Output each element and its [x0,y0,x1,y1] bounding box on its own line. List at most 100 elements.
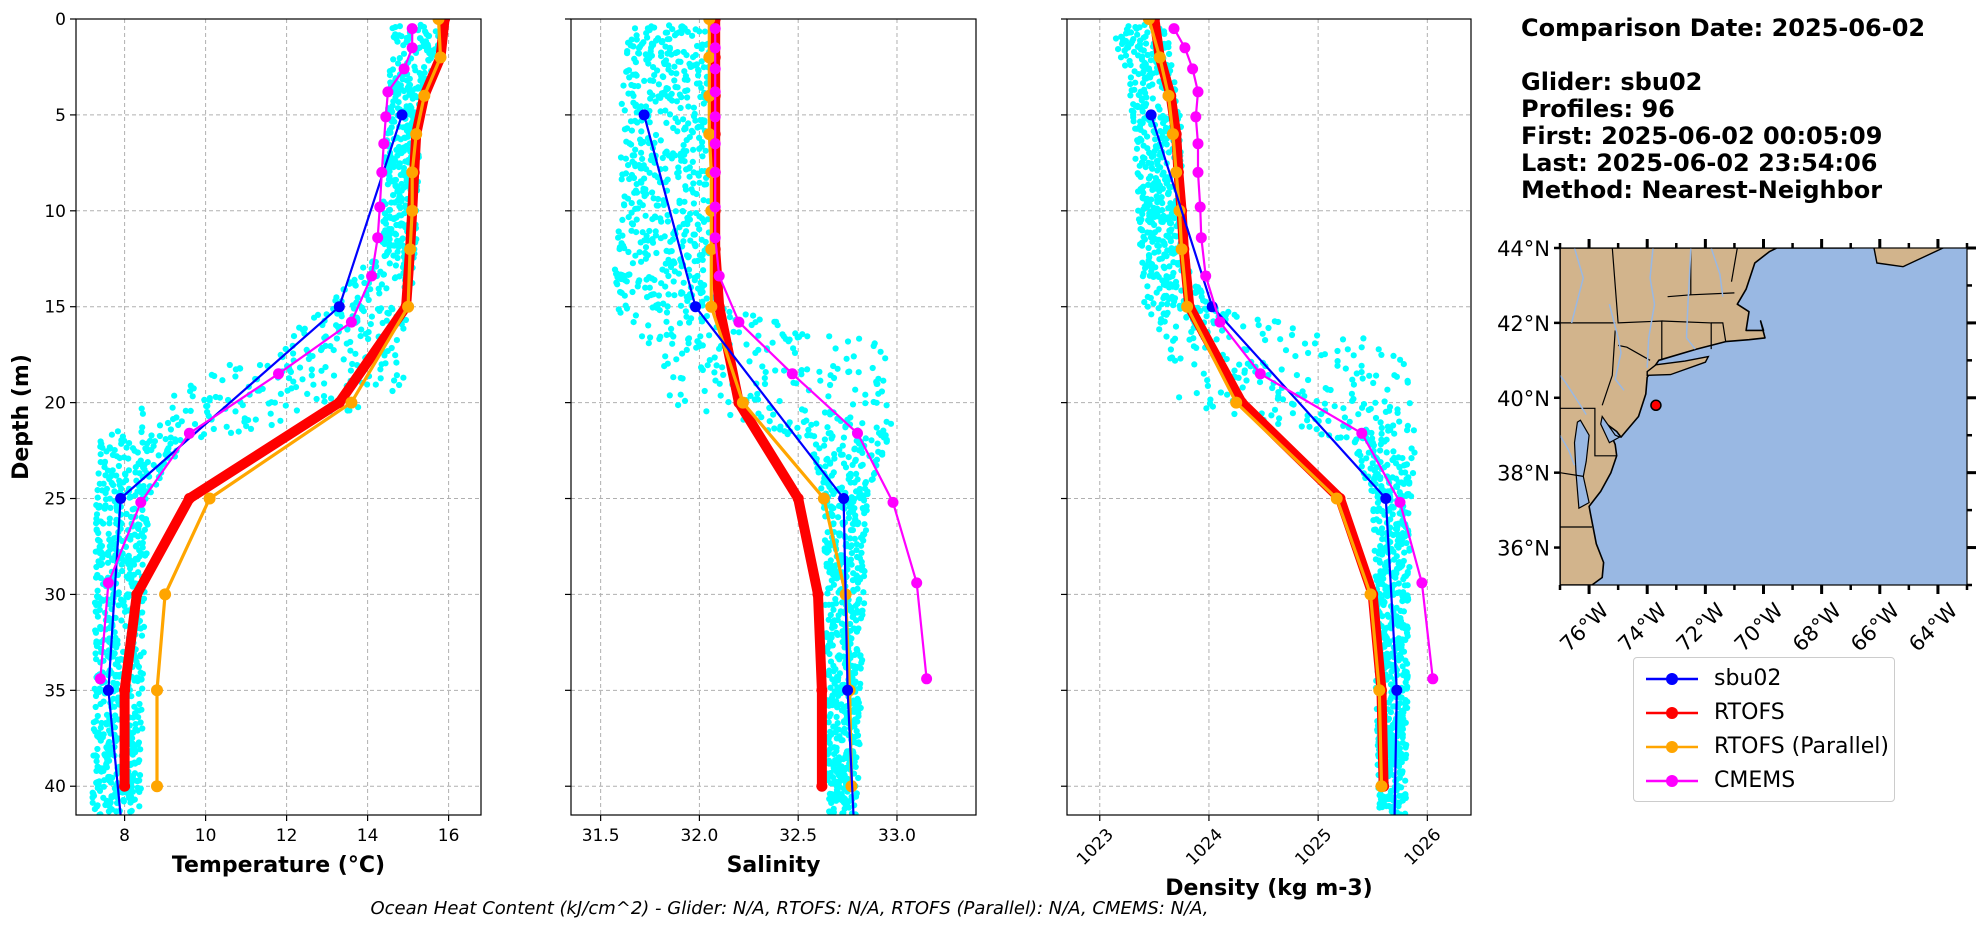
profile-panel-3: 1023 1024 1025 1026 Density (kg m-3) [1061,18,1472,901]
observation-point [1137,219,1144,226]
observation-point [816,368,823,375]
observation-point [647,292,654,299]
observation-point [1171,79,1178,86]
observation-point [1269,384,1276,392]
axes-frame [1066,18,1472,816]
observation-point [755,346,762,353]
observation-point [425,56,432,64]
observation-point [826,790,834,798]
observation-point [1213,336,1220,343]
observation-point [150,461,157,469]
series-marker-sbu02 [842,684,854,696]
observation-point [1156,285,1163,292]
observation-point [877,348,884,355]
delaware-bay [1600,415,1621,444]
observation-point [399,221,406,228]
observation-point [1353,370,1360,377]
observation-point [755,332,762,339]
observation-point [333,322,340,329]
observation-point [1400,480,1407,487]
observation-point [111,703,118,710]
observation-point [1231,410,1238,418]
series-marker-cmems [1168,23,1180,35]
observation-point [1193,390,1200,397]
series-marker-rtofs-parallel- [434,51,447,64]
observation-point [807,432,815,439]
observation-point [689,158,696,165]
observation-point [653,37,660,44]
observation-point [1372,526,1379,533]
observation-point [1393,475,1400,482]
observation-point [391,118,398,125]
observation-point [131,447,138,454]
observation-point [1137,46,1145,53]
observation-point [831,455,838,462]
observation-point [1406,564,1413,571]
observation-point [805,426,812,433]
observation-point [874,440,881,447]
observation-point [390,56,397,63]
observation-point [1141,115,1148,122]
observation-point [135,714,142,721]
observation-point [701,28,709,35]
observation-point [106,536,113,543]
observation-point [859,505,866,512]
observation-point [666,44,674,51]
observation-point [839,442,846,449]
observation-point [766,418,773,425]
observation-point [354,294,361,301]
observation-point [155,452,162,459]
observation-point [1130,118,1137,125]
observation-point [693,80,701,87]
observation-point [390,192,397,199]
observation-point [105,552,112,559]
observation-point [148,432,155,439]
observation-point [1140,233,1147,240]
observation-point [1149,95,1156,102]
observation-point [1254,316,1261,323]
observation-point [328,395,335,402]
observation-point [1358,457,1365,465]
observation-point [817,377,824,384]
glider-position-marker [1650,399,1662,412]
observation-point [1168,62,1175,69]
observation-point [1134,31,1141,38]
series-marker-sbu02 [690,301,701,313]
observation-point [357,333,364,340]
series-marker-sbu02 [115,493,127,504]
observation-point [1403,673,1410,680]
observation-point [1327,386,1334,394]
observation-point [699,117,706,124]
observation-point [730,328,737,335]
observation-point [367,321,374,328]
observation-point [232,408,239,415]
observation-point [318,347,325,354]
observation-point [1163,333,1170,340]
observation-point [400,50,408,57]
observation-point [1115,46,1122,53]
observation-point [132,469,139,476]
series-marker-sbu02 [1380,493,1392,504]
observation-point [864,488,871,495]
observation-point [698,364,705,371]
observation-point [1390,352,1397,359]
observation-point [1139,108,1146,115]
observation-point [647,334,654,341]
observation-point [94,494,101,501]
observation-point [666,111,674,118]
observation-point [139,670,146,677]
observation-point [655,81,663,88]
observation-point [1343,434,1350,441]
state-border [1711,322,1727,342]
observation-point [1142,61,1149,68]
observation-point [1371,475,1378,482]
series-marker-rtofs-parallel- [345,396,358,409]
observation-point [1398,644,1405,651]
lat-tick-label: 44°N [1497,237,1550,261]
observation-point [139,725,146,732]
observation-point [1409,470,1417,477]
observation-point [382,216,389,223]
observation-point [827,638,834,645]
observation-point [182,407,189,414]
observation-point [105,530,112,538]
